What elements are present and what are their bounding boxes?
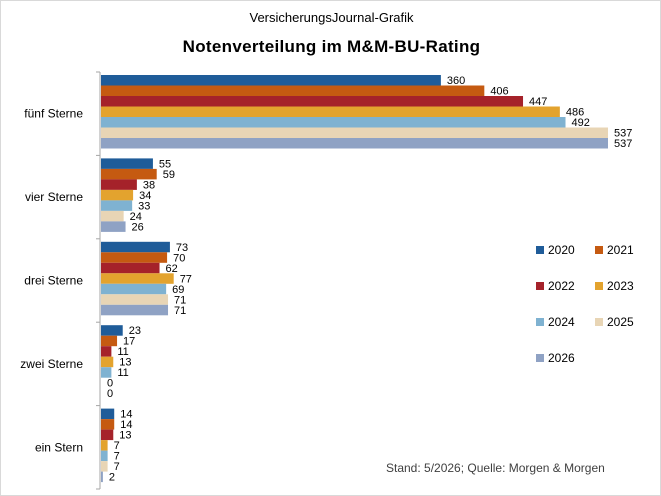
data-label: 17 [123,336,135,348]
data-label: 62 [166,263,178,275]
data-label: 2 [109,472,115,484]
legend-swatch [595,282,603,290]
bar [101,335,118,347]
legend-swatch [536,282,544,290]
legend-swatch [536,354,544,362]
data-label: 59 [163,169,175,181]
category-label: zwei Sterne [20,357,83,371]
data-label: 11 [117,367,128,379]
data-label: 38 [143,179,155,191]
data-label: 71 [174,294,186,306]
data-label: 14 [120,409,132,421]
bar [101,283,167,295]
data-label: 406 [490,86,508,98]
legend-item: 2021 [595,243,634,257]
bar [101,200,133,211]
data-label: 13 [119,357,131,369]
data-label: 492 [572,117,590,129]
bar [101,346,112,357]
data-label: 7 [114,451,120,463]
bar [101,367,112,378]
legend-swatch [595,246,603,254]
data-label: 14 [120,419,132,431]
legend-item: 2026 [536,351,575,365]
legend-label: 2020 [548,243,575,257]
data-label: 26 [132,221,144,233]
legend-label: 2025 [607,315,634,329]
bar [101,429,114,441]
data-label: 537 [614,128,632,140]
legend-label: 2021 [607,243,634,257]
bar [101,168,157,180]
legend-label: 2022 [548,279,575,293]
bar [101,96,524,107]
legend-item: 2024 [536,315,575,329]
legend-swatch [536,246,544,254]
bar [101,138,608,149]
bar [101,262,160,274]
data-label: 0 [107,388,113,400]
bar [101,304,169,316]
category-label: fünf Sterne [24,107,83,121]
legend-label: 2024 [548,315,575,329]
bar [101,325,123,336]
bar [101,471,103,483]
bar [101,294,169,305]
data-label: 13 [119,430,131,442]
category-label: drei Sterne [24,274,83,288]
data-label: 55 [159,158,171,170]
data-label: 24 [130,211,142,223]
bar [101,461,108,472]
bar [101,440,108,451]
legend-item: 2022 [536,279,575,293]
data-label: 69 [172,284,184,296]
bar [101,106,560,117]
source-line: VersicherungsJournal-Grafik [249,10,414,25]
legend-item: 2025 [595,315,634,329]
bar [101,127,608,138]
data-label: 70 [173,252,185,264]
bar [101,273,174,284]
bar [101,241,170,253]
chart-title: Notenverteilung im M&M-BU-Rating [182,37,481,56]
data-label: 34 [139,190,151,202]
legend-label: 2023 [607,279,634,293]
legend-label: 2026 [548,351,575,365]
data-label: 486 [566,107,584,119]
data-label: 360 [447,75,465,87]
bar [101,221,126,232]
footnote: Stand: 5/2026; Quelle: Morgen & Morgen [386,461,605,475]
category-label: ein Stern [35,440,83,454]
data-label: 77 [180,273,192,285]
data-label: 7 [114,461,120,473]
data-label: 0 [107,378,113,390]
data-label: 537 [614,138,632,150]
bar [101,158,153,169]
bar [101,189,134,201]
bar [101,356,114,368]
bar [101,75,441,86]
bar [101,252,168,263]
data-label: 11 [117,346,128,358]
data-label: 71 [174,305,186,317]
bar [101,450,108,462]
bar [101,117,566,128]
bar [101,408,115,420]
data-label: 7 [114,440,120,452]
legend-item: 2020 [536,243,575,257]
category-label: vier Sterne [25,190,83,204]
data-label: 73 [176,242,188,254]
data-label: 447 [529,96,547,108]
legend-swatch [595,318,603,326]
bar [101,179,137,190]
bar [101,210,124,222]
bar [101,419,115,430]
data-label: 33 [138,200,150,212]
legend-swatch [536,318,544,326]
data-label: 23 [129,325,141,337]
bar [101,85,485,96]
legend-item: 2023 [595,279,634,293]
